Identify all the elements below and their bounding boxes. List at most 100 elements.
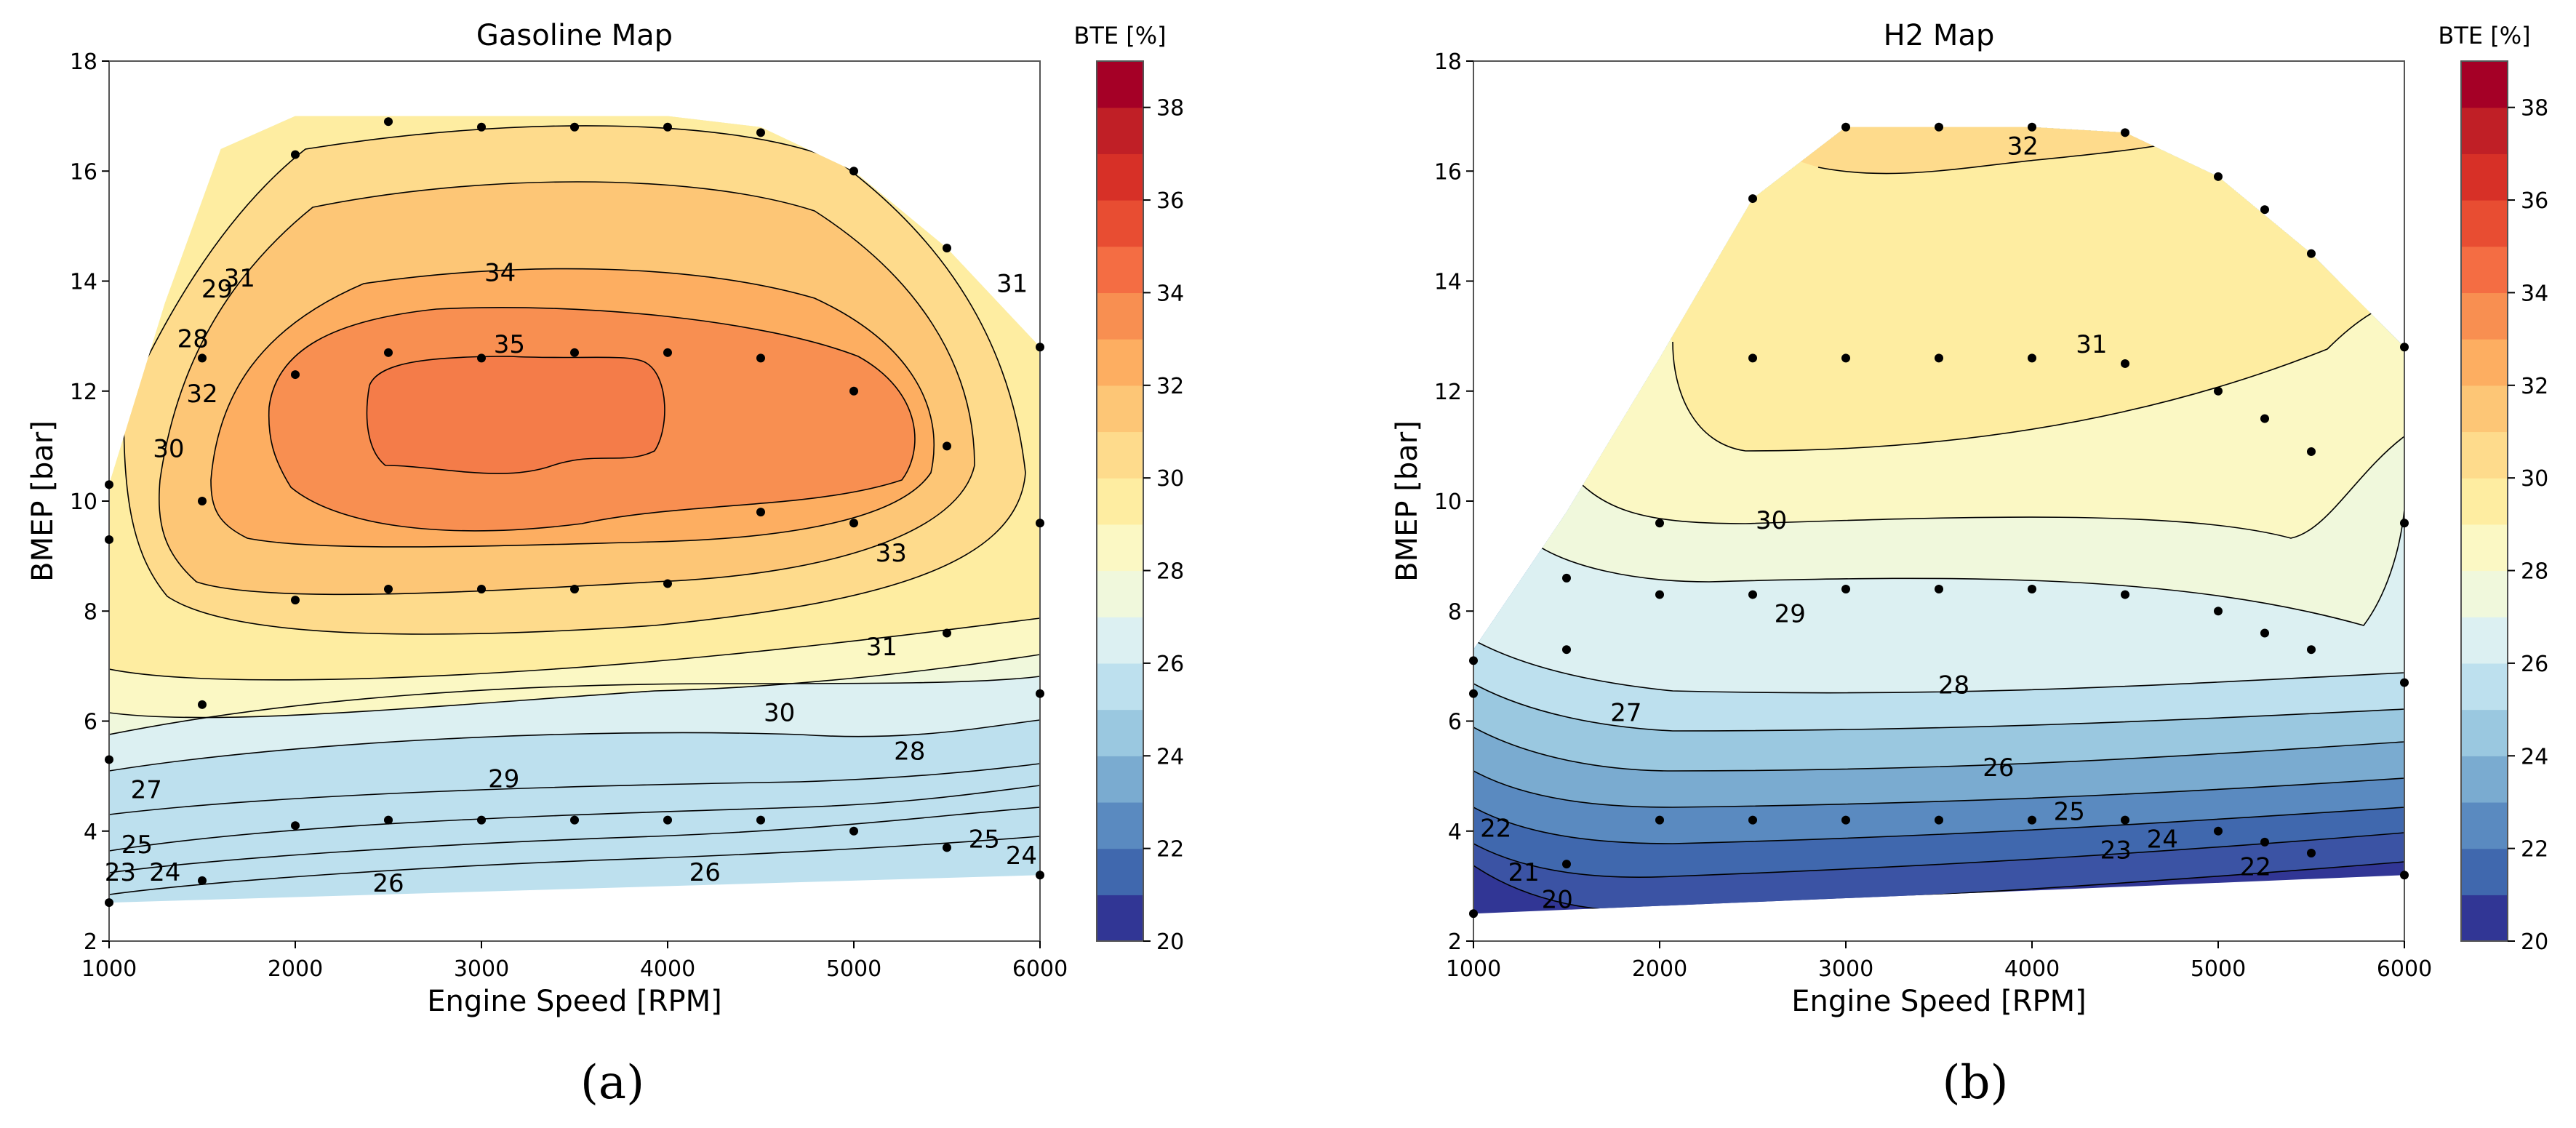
gasoline-contour-line [159, 181, 975, 596]
h2-xtick-label: 2000 [1632, 956, 1687, 982]
h2-data-point [2260, 628, 2269, 638]
gasoline-contour-label: 24 [1006, 841, 1037, 871]
h2-data-point [2121, 359, 2129, 368]
h2-colorbar-band [2461, 895, 2508, 942]
h2-data-point [2214, 607, 2223, 616]
gasoline-xtick-label: 4000 [640, 956, 695, 982]
gasoline-data-point [570, 348, 579, 357]
gasoline-contour-label: 28 [894, 737, 925, 766]
gasoline-data-point [756, 353, 765, 363]
h2-contour-line [1473, 639, 2404, 694]
gasoline-data-point [1036, 689, 1044, 698]
gasoline-contour-label: 29 [201, 275, 233, 304]
gasoline-contour-label: 31 [224, 264, 255, 293]
h2-colorbar-band [2461, 153, 2508, 201]
gasoline-contour-line [109, 617, 1040, 681]
h2-colorbar-band [2461, 478, 2508, 525]
gasoline-contour-line [210, 268, 935, 548]
h2-data-point [1841, 585, 1850, 593]
gasoline-colorbar-tick-label: 38 [1156, 96, 1184, 121]
gasoline-ytick-label: 6 [84, 710, 97, 735]
h2-colorbar-band [2461, 61, 2508, 108]
gasoline-data-point [198, 700, 207, 709]
h2-colorbar-tick-label: 38 [2521, 96, 2548, 121]
h2-colorbar-band [2461, 107, 2508, 154]
gasoline-contour-label: 26 [689, 858, 721, 887]
h2-contour-line [1527, 508, 2404, 626]
gasoline-xtick-label: 2000 [268, 956, 323, 982]
gasoline-ytick-label: 10 [70, 489, 97, 515]
h2-operating-points [1469, 122, 2409, 919]
gasoline-contour-line [109, 719, 1040, 772]
h2-contour-line [1473, 832, 2404, 878]
h2-data-point [1655, 815, 1664, 825]
h2-data-point [2121, 128, 2129, 137]
h2-xtick-label: 4000 [2004, 956, 2060, 982]
h2-data-point [2307, 249, 2316, 258]
gasoline-xtick-label: 1000 [81, 956, 137, 982]
gasoline-contour-line [109, 763, 1040, 815]
h2-ytick-label: 8 [1448, 599, 1462, 625]
h2-data-point [1935, 815, 1943, 825]
gasoline-contour-label: 25 [969, 825, 1000, 854]
h2-contour-label: 21 [1508, 858, 1539, 887]
h2-ytick-label: 6 [1448, 710, 1462, 735]
gasoline-colorbar-band [1097, 107, 1143, 154]
h2-contour-line [1563, 436, 2404, 539]
h2-ytick-label: 2 [1448, 929, 1462, 955]
h2-fill-lvl-31 [1473, 127, 2404, 174]
gasoline-contour-label: 31 [866, 633, 897, 662]
h2-contour-line [1473, 683, 2404, 732]
h2-colorbar-tick-label: 34 [2521, 281, 2548, 306]
h2-data-point [1935, 353, 1943, 363]
h2-data-point [2214, 826, 2223, 836]
gasoline-data-point [291, 821, 300, 831]
gasoline-colorbar-tick-label: 28 [1156, 559, 1184, 585]
h2-xtick-label: 5000 [2191, 956, 2246, 982]
h2-contour-line [1672, 297, 2404, 452]
h2-data-point [2307, 849, 2316, 857]
gasoline-colorbar-band [1097, 246, 1143, 294]
gasoline-colorbar-band [1097, 292, 1143, 340]
h2-xtick-label: 3000 [1818, 956, 1873, 982]
gasoline-data-point [477, 585, 486, 593]
gasoline-contour-label: 23 [105, 858, 136, 887]
gasoline-data-point [105, 755, 113, 764]
h2-colorbar-band [2461, 617, 2508, 664]
gasoline-data-point [105, 480, 113, 489]
h2-data-point [2260, 837, 2269, 847]
h2-contour-label: 25 [2054, 798, 2085, 827]
h2-contour-label: 20 [1542, 886, 1573, 915]
gasoline-colorbar: 20 22 24 26 28 30 32 34 36 38 BTE [%] [1073, 22, 1184, 955]
h2-data-point [2028, 122, 2036, 132]
gasoline-contour-label: 29 [488, 764, 519, 793]
gasoline-ytick-label: 8 [84, 599, 97, 625]
gasoline-ytick-label: 4 [84, 820, 97, 845]
gasoline-contour-fills [109, 116, 1040, 903]
gasoline-data-point [477, 353, 486, 363]
gasoline-ytick-label: 18 [70, 49, 97, 75]
h2-ytick-label: 10 [1434, 489, 1462, 515]
gasoline-data-point [943, 843, 951, 852]
gasoline-caption: (a) [580, 1056, 644, 1110]
h2-contour-line [1473, 727, 2404, 772]
h2-colorbar-band [2461, 200, 2508, 247]
gasoline-data-point [943, 244, 951, 253]
gasoline-ylabel: BMEP [bar] [26, 420, 60, 582]
gasoline-colorbar-band [1097, 431, 1143, 479]
gasoline-data-point [291, 596, 300, 605]
gasoline-data-point [663, 348, 672, 357]
h2-colorbar-frame [2460, 60, 2508, 942]
h2-data-point [1935, 585, 1943, 593]
gasoline-xtick-label: 3000 [454, 956, 509, 982]
gasoline-data-point [943, 441, 951, 451]
gasoline-operating-points [105, 117, 1044, 908]
gasoline-data-point [384, 117, 393, 127]
gasoline-data-point [663, 579, 672, 588]
h2-data-point [2400, 871, 2409, 880]
gasoline-contour-line [109, 836, 1040, 895]
h2-data-point [1469, 656, 1478, 665]
gasoline-contour-label: 35 [494, 330, 525, 359]
gasoline-data-point [198, 353, 207, 363]
